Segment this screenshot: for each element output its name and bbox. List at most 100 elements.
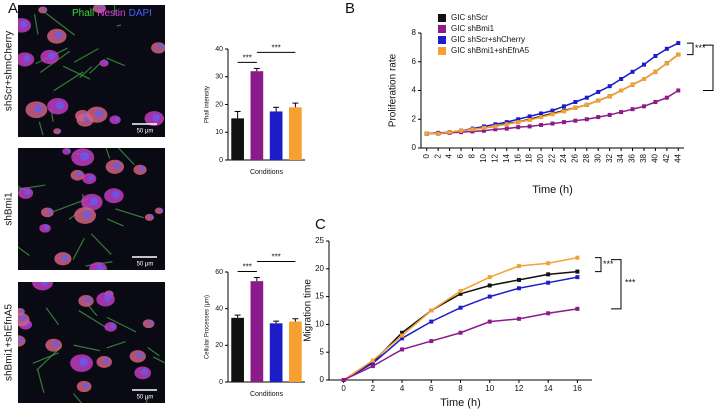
cell-process (18, 246, 30, 256)
y-tick-label: 20 (215, 342, 223, 349)
marker (516, 120, 521, 125)
nucleus (110, 323, 116, 329)
nucleus (139, 166, 145, 172)
significance-bracket (703, 44, 714, 91)
marker (653, 100, 658, 104)
legend-label: GIC shScr+shCherry (451, 35, 525, 44)
marker (664, 95, 669, 100)
x-tick-label: 4 (445, 153, 454, 158)
y-tick-label: 40 (215, 306, 223, 313)
bar (231, 317, 244, 382)
nucleus (55, 101, 64, 110)
marker (619, 88, 624, 93)
marker (607, 84, 612, 89)
x-tick-label: 16 (513, 153, 522, 162)
cell-process (43, 11, 76, 36)
nucleus (82, 210, 92, 219)
nucleus (55, 31, 63, 39)
cell-process (38, 121, 44, 136)
marker (630, 69, 635, 74)
nucleus (148, 320, 153, 325)
cell-process (115, 208, 144, 219)
error-bar (292, 102, 299, 108)
marker (504, 126, 509, 131)
panel-label: C (315, 216, 326, 233)
marker (504, 120, 509, 125)
marker (516, 125, 521, 130)
y-tick-label: 4 (412, 86, 417, 95)
nucleus (76, 171, 83, 177)
y-axis-label: Cellular Processes (μm) (205, 295, 211, 359)
cells (18, 5, 165, 136)
marker (429, 339, 434, 344)
marker (561, 104, 566, 109)
nucleus (43, 7, 47, 11)
marker (481, 128, 486, 133)
x-tick-label: 40 (651, 153, 660, 162)
cell-process (73, 393, 83, 403)
nucleus (80, 151, 90, 161)
cell-process (153, 356, 165, 364)
marker (459, 128, 464, 133)
y-tick-label: 20 (215, 101, 223, 108)
bar (269, 323, 283, 382)
x-axis-label: Time (h) (532, 184, 573, 196)
marker (400, 336, 405, 341)
stain-name: Nestin (97, 8, 125, 19)
marker (619, 110, 624, 115)
nucleus (96, 264, 104, 270)
marker (641, 104, 646, 109)
marker (676, 41, 681, 46)
marker (370, 361, 375, 366)
marker (584, 95, 589, 100)
marker (458, 291, 463, 296)
marker (493, 122, 498, 127)
y-tick-label: 0 (320, 375, 325, 384)
legend-label: GIC shBmi1 (451, 24, 495, 33)
marker (575, 269, 580, 274)
marker (550, 121, 555, 126)
marker (584, 102, 589, 107)
marker (493, 124, 498, 129)
x-tick-label: 6 (429, 384, 434, 393)
cell-process (33, 13, 39, 35)
marker (539, 123, 544, 127)
x-axis-label: Conditions (250, 391, 284, 398)
marker (573, 105, 578, 110)
nucleus (104, 60, 108, 64)
y-tick-label: 15 (315, 292, 324, 301)
cell-process (45, 307, 60, 326)
marker (527, 117, 532, 122)
nucleus (112, 191, 120, 199)
marker (429, 308, 434, 313)
marker (481, 125, 486, 130)
marker (493, 127, 498, 132)
marker (546, 311, 551, 316)
x-tick-label: 42 (662, 153, 671, 162)
series-line (343, 308, 578, 381)
y-tick-label: 20 (315, 264, 324, 273)
marker (575, 275, 580, 280)
marker (470, 127, 475, 132)
y-tick-label: 0 (412, 143, 417, 152)
nucleus (61, 254, 69, 262)
nucleus (48, 52, 56, 60)
nucleus (94, 109, 103, 118)
y-tick-label: 0 (219, 157, 223, 164)
series-line (426, 42, 679, 135)
nucleus (19, 315, 27, 322)
significance-bracket (611, 259, 622, 310)
nucleus (66, 148, 71, 153)
y-tick-label: 10 (315, 320, 324, 329)
nucleus (52, 340, 59, 348)
cell-process (62, 65, 91, 80)
marker (370, 364, 375, 369)
cells (18, 282, 165, 403)
nucleus (24, 189, 31, 195)
significance-bracket (595, 257, 602, 273)
marker (575, 306, 580, 311)
marker (641, 62, 646, 67)
marker (470, 129, 475, 134)
legend-label: GIC shBmi1+shEfnA5 (451, 46, 530, 55)
nucleus (113, 162, 121, 170)
